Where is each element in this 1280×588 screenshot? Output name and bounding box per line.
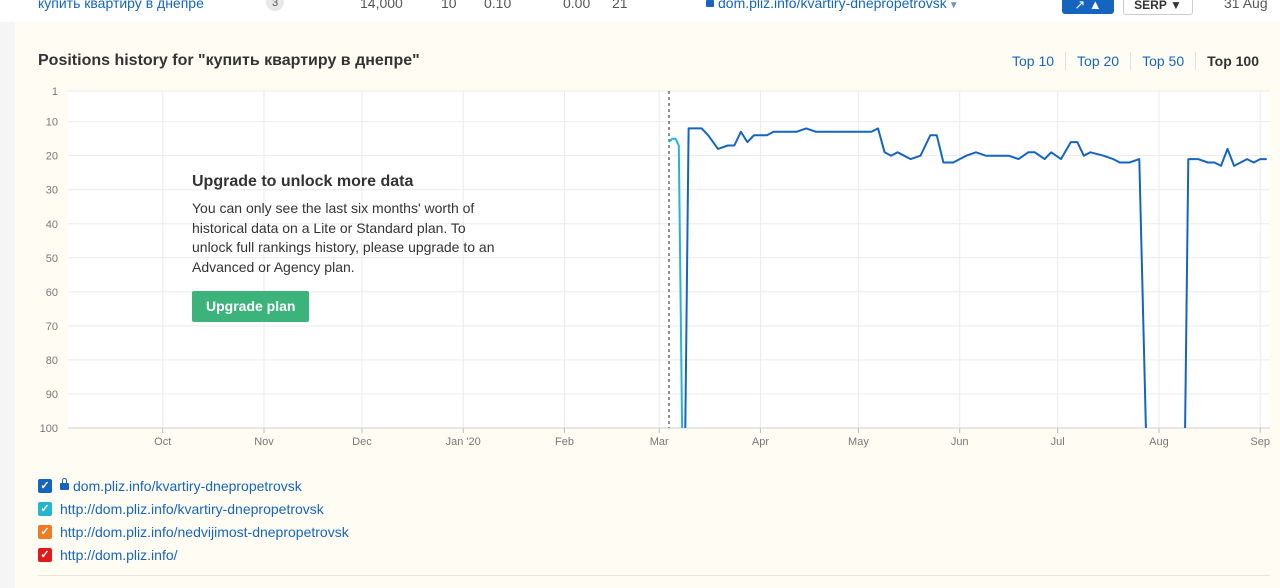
legend-item[interactable]: ✓ http://dom.pliz.info/kvartiry-dneprope…	[38, 497, 349, 520]
checkbox-checked-icon[interactable]: ✓	[38, 547, 52, 562]
cpc-value: 0.10	[484, 0, 512, 11]
divider	[38, 575, 1270, 576]
positions-chart: 1 10 20 30 40 50 60 70 80 90 100 Oct Nov Dec Jan '20 Fe…	[40, 86, 1270, 448]
y-tick-label: 90	[46, 389, 58, 401]
left-gutter	[0, 22, 15, 588]
legend-item[interactable]: ✓ http://dom.pliz.info/	[38, 543, 349, 566]
x-tick-label: Jun	[951, 436, 969, 448]
kd-value: 10	[441, 0, 457, 11]
cps-value: 0.00	[563, 0, 591, 11]
checkbox-checked-icon[interactable]: ✓	[38, 501, 52, 516]
chart-legend: ✓ dom.pliz.info/kvartiry-dnepropetrovsk …	[38, 474, 349, 566]
tab-top-100[interactable]: Top 100	[1195, 52, 1270, 70]
legend-item[interactable]: ✓ dom.pliz.info/kvartiry-dnepropetrovsk	[38, 474, 349, 497]
x-tick-label: Oct	[154, 436, 171, 448]
y-tick-label: 60	[46, 287, 58, 299]
upgrade-overlay: Upgrade to unlock more data You can only…	[192, 173, 502, 322]
checkbox-checked-icon[interactable]: ✓	[38, 524, 52, 539]
upgrade-message: You can only see the last six months' wo…	[192, 200, 495, 275]
x-tick-label: Jan '20	[446, 436, 481, 448]
x-tick-label: Aug	[1149, 436, 1169, 448]
upgrade-title: Upgrade to unlock more data	[192, 173, 414, 190]
x-tick-label: May	[848, 436, 869, 448]
serp-features-badge[interactable]: 3	[266, 0, 284, 11]
legend-label[interactable]: http://dom.pliz.info/nedvijimost-dneprop…	[60, 523, 349, 540]
lock-icon	[60, 478, 69, 490]
legend-label[interactable]: http://dom.pliz.info/	[60, 546, 178, 563]
upgrade-plan-button[interactable]: Upgrade plan	[192, 291, 310, 322]
serp-dropdown-button[interactable]: SERP ▼	[1123, 0, 1193, 15]
lock-icon	[706, 0, 714, 7]
y-tick-label: 50	[46, 253, 58, 265]
volume-value: 14,000	[360, 0, 403, 11]
y-tick-label: 20	[46, 151, 58, 163]
x-tick-label: Mar	[650, 436, 669, 448]
x-tick-label: Apr	[752, 436, 769, 448]
y-tick-label: 70	[46, 321, 58, 333]
top-filter-tabs: Top 10 Top 20 Top 50 Top 100	[1001, 52, 1270, 70]
x-tick-label: Sep	[1250, 436, 1270, 448]
legend-label[interactable]: dom.pliz.info/kvartiry-dnepropetrovsk	[73, 477, 302, 494]
ranking-url-text[interactable]: dom.pliz.info/kvartiry-dnepropetrovsk	[718, 0, 947, 11]
tab-top-50[interactable]: Top 50	[1130, 52, 1195, 70]
keyword-link[interactable]: купить квартиру в днепре	[38, 0, 204, 11]
y-tick-label: 1	[52, 86, 58, 98]
y-tick-label: 30	[46, 185, 58, 197]
update-date: 31 Aug	[1224, 0, 1268, 11]
x-tick-label: Nov	[254, 436, 274, 448]
x-tick-label: Jul	[1051, 436, 1065, 448]
x-tick-label: Dec	[352, 436, 372, 448]
series-line	[1184, 147, 1267, 429]
series-line	[684, 127, 1147, 429]
checkbox-checked-icon[interactable]: ✓	[38, 478, 52, 493]
panel-title: Positions history for "купить квартиру в…	[38, 52, 420, 69]
x-tick-label: Feb	[555, 436, 574, 448]
legend-item[interactable]: ✓ http://dom.pliz.info/nedvijimost-dnepr…	[38, 520, 349, 543]
y-tick-label: 40	[46, 219, 58, 231]
series-line	[668, 137, 684, 429]
chevron-down-icon[interactable]: ▼	[948, 0, 959, 11]
y-tick-label: 80	[46, 355, 58, 367]
y-tick-label: 100	[40, 423, 58, 435]
position-value: 21	[612, 0, 628, 11]
tab-top-10[interactable]: Top 10	[1011, 53, 1055, 69]
tab-top-20[interactable]: Top 20	[1065, 52, 1130, 70]
keyword-table-row: купить квартиру в днепре 3 14,000 10 0.1…	[0, 0, 1280, 23]
y-tick-label: 10	[46, 117, 58, 129]
ranking-url-link[interactable]: dom.pliz.info/kvartiry-dnepropetrovsk ▼	[706, 0, 959, 11]
positions-history-button[interactable]: ↗ ▲	[1062, 0, 1114, 14]
legend-label[interactable]: http://dom.pliz.info/kvartiry-dnepropetr…	[60, 500, 324, 517]
